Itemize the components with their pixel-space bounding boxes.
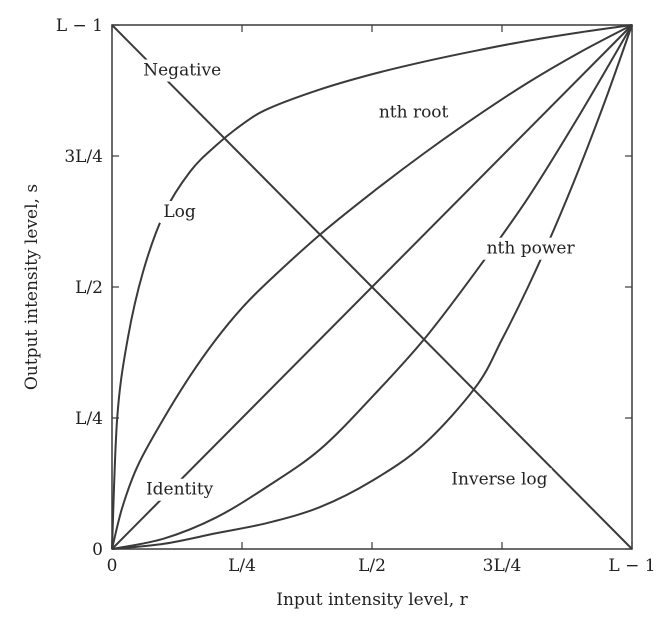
curve-identity	[111, 24, 633, 550]
ticks-layer	[111, 24, 633, 550]
label-background	[141, 478, 218, 501]
annotations-layer: Negative Log nth root nth power Identity Inve…	[139, 59, 580, 501]
curve-label-negative: Negative	[143, 61, 221, 81]
curve-log	[111, 24, 633, 550]
x-tick-label: 0	[107, 556, 118, 576]
tick-labels-layer: 0 L/4 L/2 3L/4 L − 1 0 L/4 L/2 3L/4 L − 1	[56, 16, 656, 576]
curves-layer	[111, 24, 633, 550]
curve-inverse-log	[111, 24, 633, 550]
curve-label-inverse-log: Inverse log	[451, 469, 547, 489]
x-axis-label: Input intensity level, r	[276, 590, 468, 610]
curve-label-log: Log	[163, 202, 196, 222]
y-tick-label: L/2	[75, 278, 103, 298]
y-tick-label: L − 1	[56, 16, 103, 36]
x-tick-label: L/2	[358, 556, 386, 576]
label-background	[159, 201, 200, 224]
label-background	[447, 468, 552, 491]
label-inverse-log: Inverse log	[447, 468, 552, 491]
curve-nth-power	[111, 24, 633, 550]
y-axis-label: Output intensity level, s	[22, 184, 42, 390]
label-nth-power: nth power	[482, 237, 580, 260]
label-background	[139, 59, 226, 82]
label-identity: Identity	[141, 478, 218, 501]
curve-nth-root	[111, 24, 633, 550]
label-background	[482, 237, 580, 260]
curve-label-nth-power: nth power	[487, 239, 576, 259]
y-tick-label: 0	[92, 540, 103, 560]
x-tick-label: L − 1	[608, 556, 655, 576]
curve-label-identity: Identity	[146, 480, 214, 500]
label-log: Log	[159, 201, 200, 224]
label-negative: Negative	[139, 59, 226, 82]
x-tick-label: L/4	[228, 556, 256, 576]
curve-label-nth-root: nth root	[379, 102, 449, 122]
y-tick-label: L/4	[75, 409, 103, 429]
y-tick-label: 3L/4	[64, 147, 103, 167]
x-tick-label: 3L/4	[483, 556, 522, 576]
label-nth-root: nth root	[374, 101, 453, 124]
label-background	[374, 101, 453, 124]
